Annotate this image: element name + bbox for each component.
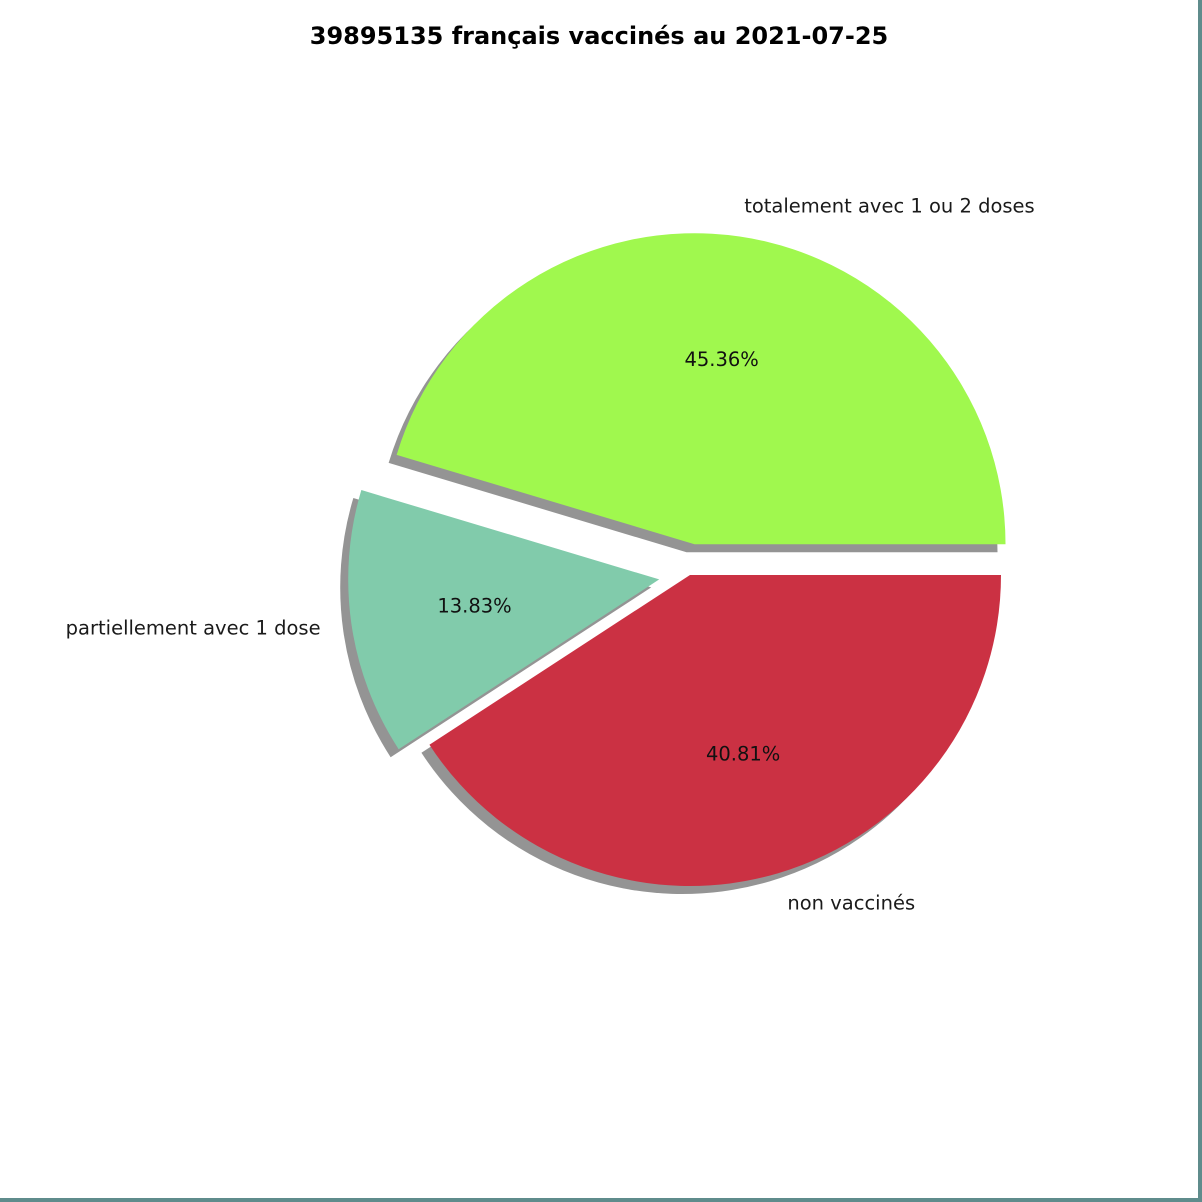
pie-slice-label-totalement-avec-1-ou-2-doses: totalement avec 1 ou 2 doses <box>744 194 1035 217</box>
chart-title: 39895135 français vaccinés au 2021-07-25 <box>310 22 888 50</box>
pie-percent-label-partiellement-avec-1-dose: 13.83% <box>437 595 511 618</box>
pie-slice-non-vaccines <box>429 575 1001 886</box>
pie-slice-layer <box>348 233 1006 886</box>
pie-slice-partiellement-avec-1-dose <box>348 490 660 750</box>
pie-slice-totalement-avec-1-ou-2-doses <box>396 233 1006 545</box>
pie-slice-label-layer: totalement avec 1 ou 2 doses partiellemen… <box>66 194 1035 914</box>
pie-slice-label-partiellement-avec-1-dose: partiellement avec 1 dose <box>66 617 321 640</box>
pie-percent-label-totalement-avec-1-ou-2-doses: 45.36% <box>684 348 758 371</box>
pie-slice-label-non-vaccines: non vaccinés <box>787 891 915 914</box>
pie-percent-label-non-vaccines: 40.81% <box>706 742 780 765</box>
pie-percent-label-layer: 45.36% 13.83% 40.81% <box>437 348 780 765</box>
